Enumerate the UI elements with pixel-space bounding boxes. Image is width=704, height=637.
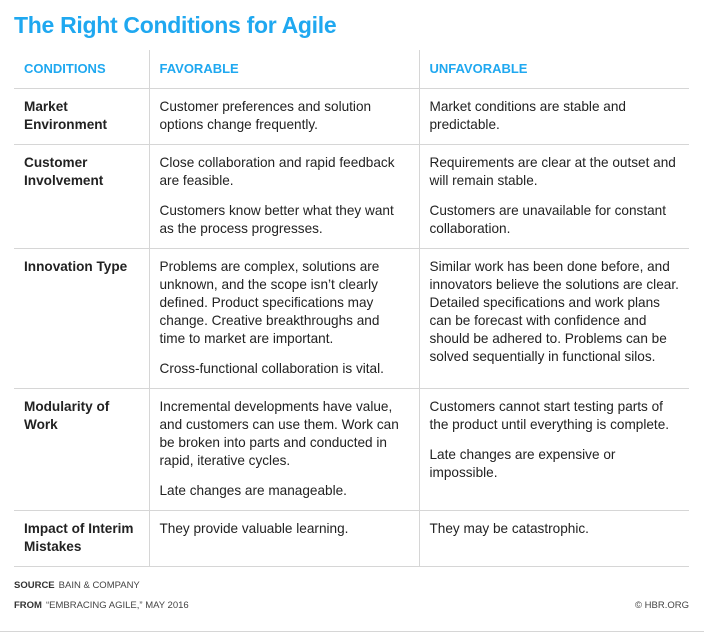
unfavorable-cell: Similar work has been done before, and i… xyxy=(418,248,689,389)
source-line: SOURCE BAIN & COMPANY xyxy=(14,580,140,591)
favorable-text: Customers know better what they want as … xyxy=(159,203,394,236)
condition-cell: Modularity of Work xyxy=(14,388,149,511)
condition-cell: Customer Involvement xyxy=(14,144,149,249)
condition-cell: Impact of Interim Mistakes xyxy=(14,510,149,567)
table-header-row: CONDITIONS FAVORABLE UNFAVORABLE xyxy=(14,50,689,89)
favorable-cell: Customer preferences and solution option… xyxy=(148,88,419,145)
from-line: FROM “EMBRACING AGILE,” MAY 2016 xyxy=(14,600,189,611)
page-title: The Right Conditions for Agile xyxy=(14,12,337,38)
table-row: Market Environment Customer preferences a… xyxy=(14,88,689,145)
conditions-table: CONDITIONS FAVORABLE UNFAVORABLE Market … xyxy=(14,50,689,567)
favorable-cell: Problems are complex, solutions are unkn… xyxy=(148,248,419,389)
copyright: © HBR.ORG xyxy=(635,600,689,611)
unfavorable-text: Customers are unavailable for constant c… xyxy=(429,203,667,236)
favorable-text: Close collaboration and rapid feedback a… xyxy=(159,155,395,188)
favorable-cell: Incremental developments have value, and… xyxy=(148,388,419,511)
header-favorable: FAVORABLE xyxy=(148,50,419,89)
unfavorable-text: Similar work has been done before, and i… xyxy=(429,259,679,364)
header-conditions: CONDITIONS xyxy=(24,61,106,76)
favorable-text: Late changes are manageable. xyxy=(159,483,347,498)
unfavorable-text: Requirements are clear at the outset and… xyxy=(429,155,676,188)
table-row: Innovation Type Problems are complex, sol… xyxy=(14,248,689,389)
unfavorable-text: They may be catastrophic. xyxy=(429,521,589,536)
unfavorable-cell: They may be catastrophic. xyxy=(418,510,689,567)
unfavorable-cell: Customers cannot start testing parts of … xyxy=(418,388,689,511)
source-text: BAIN & COMPANY xyxy=(58,580,140,591)
favorable-text: They provide valuable learning. xyxy=(159,521,349,536)
table-row: Modularity of Work Incremental developmen… xyxy=(14,388,689,511)
favorable-text: Incremental developments have value, and… xyxy=(159,399,399,468)
unfavorable-text: Late changes are expensive or impossible… xyxy=(429,447,616,480)
unfavorable-cell: Market conditions are stable and predict… xyxy=(418,88,689,145)
unfavorable-text: Market conditions are stable and predict… xyxy=(429,99,626,132)
favorable-text: Cross-functional collaboration is vital. xyxy=(159,361,384,376)
table-row: Customer Involvement Close collaboration … xyxy=(14,144,689,249)
source-label: SOURCE xyxy=(14,580,55,591)
bottom-divider xyxy=(0,631,704,632)
from-label: FROM xyxy=(14,600,42,611)
table-row: Impact of Interim Mistakes They provide v… xyxy=(14,510,689,567)
favorable-cell: Close collaboration and rapid feedback a… xyxy=(148,144,419,249)
favorable-text: Customer preferences and solution option… xyxy=(159,99,372,132)
from-text: “EMBRACING AGILE,” MAY 2016 xyxy=(45,600,189,611)
favorable-cell: They provide valuable learning. xyxy=(148,510,419,567)
favorable-text: Problems are complex, solutions are unkn… xyxy=(159,259,380,346)
unfavorable-text: Customers cannot start testing parts of … xyxy=(429,399,670,432)
condition-cell: Innovation Type xyxy=(14,248,149,389)
condition-cell: Market Environment xyxy=(14,88,149,145)
unfavorable-cell: Requirements are clear at the outset and… xyxy=(418,144,689,249)
header-unfavorable: UNFAVORABLE xyxy=(418,50,689,89)
